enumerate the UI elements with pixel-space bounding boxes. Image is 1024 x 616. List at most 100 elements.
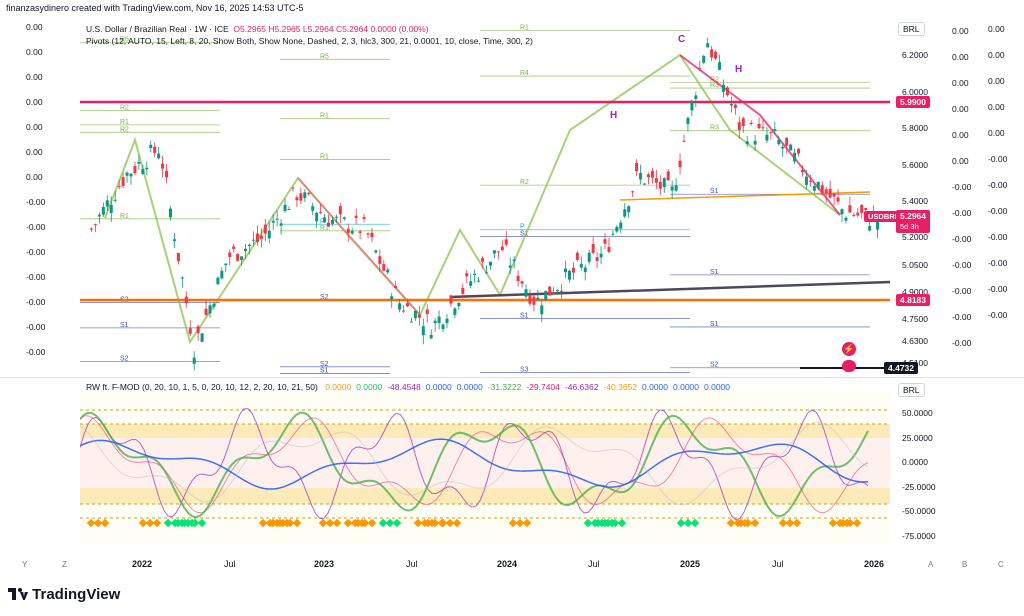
candle-body — [165, 170, 169, 178]
main-price-chart[interactable]: R6R5R4R3R2R1R1R3R2R1R2S1R1R1S1R2R1PPS1S2… — [80, 20, 890, 375]
pivot-label: P — [520, 224, 525, 231]
left-label: -0.00 — [26, 222, 46, 232]
candle-body — [820, 185, 824, 194]
candle-body — [370, 232, 374, 238]
candle-body — [125, 172, 129, 176]
oscillator-title[interactable]: RW ft. F-MOD (0, 20, 10, 1, 5, 0, 20, 10… — [86, 382, 731, 392]
candle-body — [287, 209, 291, 211]
osc-value: -40.3652 — [603, 382, 638, 392]
candle-body — [323, 217, 327, 223]
zigzag-down-line-1 — [297, 177, 421, 316]
candle-body — [765, 134, 769, 141]
right-label: -0.00 — [952, 312, 972, 322]
candle-body — [406, 303, 409, 307]
pivot-label: S1 — [520, 313, 529, 320]
candle-body — [180, 277, 184, 279]
candle-body — [208, 305, 212, 314]
candle-body — [793, 152, 797, 162]
symbol-title[interactable]: U.S. Dollar / Brazilian Real · 1W · ICE … — [86, 24, 429, 34]
candle-body — [449, 295, 453, 304]
right-label: 0.00 — [988, 50, 1005, 60]
pivot-label: S1 — [710, 321, 719, 328]
axis-corner-label[interactable]: C — [998, 560, 1004, 569]
candle-body — [275, 218, 279, 220]
signal-diamond — [292, 518, 302, 528]
right-label: -0.00 — [988, 154, 1008, 164]
price-axis[interactable]: 6.2000 6.0000 5.8000 5.6000 5.4000 5.2000 5.05… — [892, 0, 952, 380]
price-axis-label: 5.4000 — [902, 196, 928, 207]
candle-body — [192, 357, 196, 364]
osc-value: 0.0000 — [704, 382, 731, 392]
candle-body — [394, 285, 398, 288]
oscillator-pane[interactable] — [80, 392, 890, 544]
signal-diamond — [438, 518, 448, 528]
time-axis[interactable]: 2022 Jul 2023 Jul 2024 Jul 2025 Jul 2026 Y Z A B C — [0, 556, 1024, 574]
left-label: -0.00 — [26, 297, 46, 307]
oscillator-line — [80, 438, 869, 490]
oscillator-axis[interactable]: 50.0000 25.0000 0.0000 -25.0000 -50.0000 -75.… — [900, 392, 960, 544]
candle-body — [350, 230, 354, 234]
right-label: 0.00 — [988, 76, 1005, 86]
right-label: 0.00 — [988, 102, 1005, 112]
flag-icon[interactable] — [842, 360, 856, 372]
candle-body — [429, 334, 433, 339]
candle-body — [303, 192, 307, 199]
axis-corner-label[interactable]: Z — [62, 560, 67, 569]
candle-body — [271, 220, 275, 223]
candle-body — [169, 208, 172, 218]
signal-diamond — [325, 518, 335, 528]
axis-corner-label[interactable]: A — [928, 560, 934, 569]
osc-value: 0.0000 — [673, 382, 700, 392]
candle-body — [105, 200, 109, 207]
candle-body — [334, 216, 338, 218]
candle-body — [346, 228, 350, 233]
trendline-orange — [619, 191, 871, 201]
candle-body — [753, 140, 757, 145]
candle-body — [556, 290, 560, 292]
signal-diamond — [392, 518, 402, 528]
right-labels-column-2: 0.00 0.00 0.00 0.00 0.00 -0.00 -0.00 -0.00 -0.00… — [986, 18, 1020, 378]
candle-body — [694, 95, 698, 99]
candle-body — [682, 140, 686, 142]
candle-body — [129, 173, 133, 177]
time-axis-label: 2025 — [680, 559, 701, 569]
candle-body — [421, 326, 425, 336]
alert-icon[interactable]: ⚡ — [842, 342, 856, 356]
candle-body — [615, 226, 619, 232]
price-axis-label: 4.6300 — [902, 336, 928, 347]
osc-axis-label: 25.0000 — [902, 432, 933, 443]
pivot-label: R1 — [320, 225, 329, 232]
price-tag-48183: 4.8183 — [896, 294, 930, 306]
osc-axis-label: 0.0000 — [902, 457, 928, 467]
candle-body — [761, 127, 765, 129]
pane-divider[interactable] — [0, 377, 1024, 378]
right-label: 0.00 — [952, 26, 969, 36]
candle-body — [828, 188, 832, 198]
candle-body — [773, 129, 777, 131]
pivot-label: S2 — [710, 362, 719, 369]
left-label: 0.00 — [26, 122, 43, 132]
candle-body — [848, 205, 852, 213]
pivot-label: R2 — [520, 179, 529, 186]
candle-body — [868, 226, 872, 231]
right-label: -0.00 — [988, 284, 1008, 294]
pivots-indicator-title[interactable]: Pivots (12, AUTO, 15, Left, 8, 20, Show … — [86, 36, 533, 46]
right-label: -0.00 — [988, 310, 1008, 320]
candle-body — [121, 177, 125, 187]
candle-body — [232, 246, 236, 249]
right-label: -0.00 — [952, 260, 972, 270]
candle-body — [564, 268, 567, 273]
signal-diamond — [332, 518, 342, 528]
signal-diamond — [385, 518, 395, 528]
osc-axis-label: -50.0000 — [902, 506, 936, 516]
candle-body — [702, 55, 706, 63]
osc-value: -46.6362 — [564, 382, 599, 392]
candle-body — [737, 122, 741, 131]
right-labels-column-1: 0.00 0.00 0.00 0.00 0.00 0.00 -0.00 -0.00 -0.00 -… — [950, 18, 984, 378]
candle-body — [599, 253, 603, 258]
axis-corner-label[interactable]: B — [962, 560, 968, 569]
axis-corner-label[interactable]: Y — [22, 560, 28, 569]
main-currency-label: BRL — [898, 22, 925, 36]
candle-body — [283, 204, 287, 212]
osc-currency-label: BRL — [898, 383, 925, 397]
